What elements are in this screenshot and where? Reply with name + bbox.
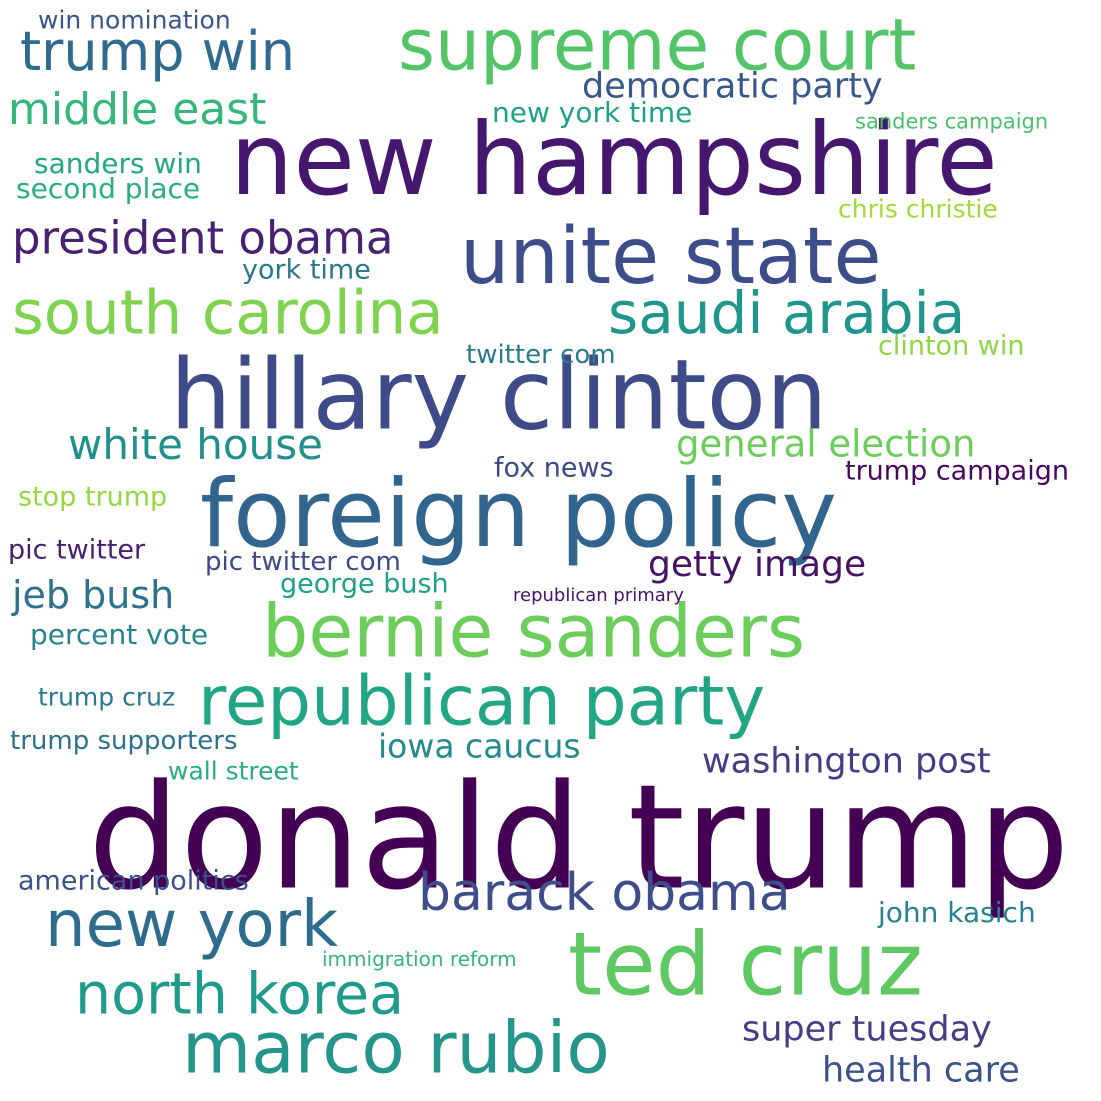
word-pic-twitter: pic twitter [8,534,146,566]
word-pic-twitter-com: pic twitter com [205,547,401,577]
word-donald-trump: donald trump [88,753,1070,923]
word-new-york-time: new york time [492,96,693,129]
word-south-carolina: south carolina [12,277,444,349]
word-barack-obama: barack obama [418,863,791,923]
word-sanders-campaign: sanders campaign [855,109,1049,134]
word-unite-state: unite state [460,212,882,302]
word-twitter-com: twitter com [466,340,616,370]
word-trump-cruz: trump cruz [38,682,176,712]
word-general-election: general election [676,422,976,466]
word-chris-christie: chris christie [838,194,998,224]
word-democratic-party: democratic party [582,66,883,107]
word-wall-street: wall street [168,756,299,786]
word-middle-east: middle east [8,84,267,135]
word-president-obama: president obama [12,211,394,265]
word-fox-news: fox news [494,452,614,484]
word-foreign-policy: foreign policy [200,460,837,569]
word-percent-vote: percent vote [30,618,209,651]
word-saudi-arabia: saudi arabia [608,279,966,347]
word-new-hampshire: new hampshire [230,101,998,218]
word-new-york: new york [45,888,339,962]
word-trump-supporters: trump supporters [10,726,238,756]
word-health-care: health care [822,1050,1020,1091]
word-iowa-caucus: iowa caucus [378,726,581,766]
word-win-nomination: win nomination [38,5,231,35]
word-super-tuesday: super tuesday [742,1009,992,1050]
word-second-place: second place [16,172,201,205]
word-trump-win: trump win [20,20,296,83]
word-bernie-sanders: bernie sanders [262,589,805,675]
word-marco-rubio: marco rubio [182,1006,610,1090]
word-ted-cruz: ted cruz [568,913,923,1016]
word-jeb-bush: jeb bush [12,573,175,617]
word-trump-campaign: trump campaign [845,455,1069,487]
word-north-korea: north korea [75,961,405,1028]
word-hillary-clinton: hillary clinton [170,338,828,452]
word-republican-primary: republican primary [513,585,684,606]
word-washington-post: washington post [702,741,991,782]
word-clinton-win: clinton win [878,330,1025,362]
word-republican-party: republican party [198,661,766,742]
word-supreme-court: supreme court [398,3,917,87]
word-white-house: white house [68,420,323,469]
word-sanders-win: sanders win [34,147,202,180]
word-immigration-reform: immigration reform [322,947,517,971]
word-george-bush: george bush [280,568,449,600]
word-stop-trump: stop trump [18,481,168,513]
word-john-kasich: john kasich [878,896,1036,929]
word-american-politics: american politics [18,865,249,897]
word-york-time: york time [242,254,371,286]
word-getty-image: getty image [648,544,867,585]
